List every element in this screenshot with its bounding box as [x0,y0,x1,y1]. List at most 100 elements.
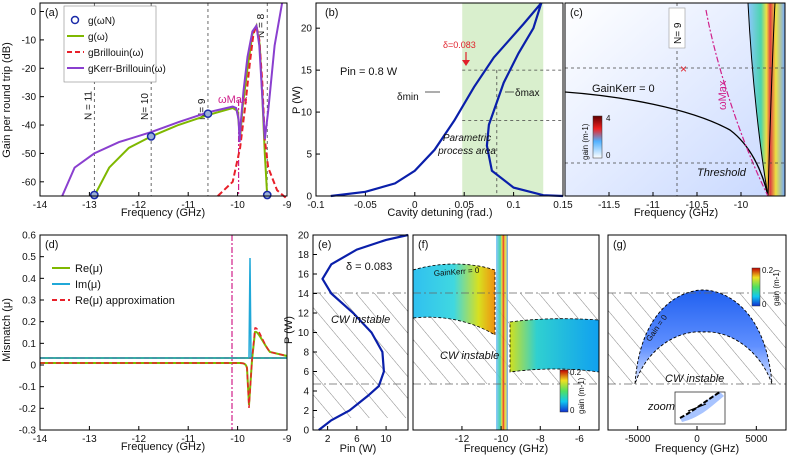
series-line [217,21,288,200]
panel-f-xlabel: Frequency (GHz) [464,443,548,455]
panel-e-delta: δ = 0.083 [346,261,392,273]
panel-b-ticks: -0.1 -0.05 0 0.05 0.1 0.15 0 5 10 15 20 [301,24,573,211]
panel-e-ylabel: P (W) [283,316,295,344]
panel-f: -12 -10 -8 -6 (f) Frequency (GHz) GainKerr … [412,234,600,455]
mode-marker [146,132,156,141]
panel-d-re-mu [40,330,288,406]
panel-e-letter: (e) [318,239,331,251]
panel-e-curve [318,233,409,431]
panel-c-cbar-bottom: 0 [606,151,611,160]
panel-g-cbar-top: 0.2 [762,266,774,275]
panel-f-cbar-top: 0.2 [570,368,582,377]
panel-f-cbar-bottom: 0 [570,406,575,415]
panel-b-ytick-label: 10 [301,108,313,119]
panel-a-ytick-label: -20 [22,64,37,75]
panel-f-resonance-strip [496,235,508,430]
panel-e-ytick-label: 20 [298,231,310,242]
panel-f-region-left [412,263,496,336]
panel-a-ticks: -14 -13 -12 -11 -10 -9 -60 -50 -40 -30 -20 -10 0 [22,7,292,211]
panel-c-boundary-left [747,2,769,197]
mode-label: N = 8 [256,13,267,38]
panel-f-xtick-label: -12 [455,434,470,445]
panel-g-xtick-label: 0 [694,434,700,445]
panel-g-letter: (g) [613,239,626,251]
panel-d-ytick-label: 0.5 [22,252,36,263]
panel-f-xtick-label: -8 [536,434,545,445]
panel-d-xtick-label: -12 [132,434,147,445]
legend-label-g: g(ω) [88,32,108,43]
panel-e-hatch [313,293,408,418]
panel-a-xtick-label: -14 [33,200,48,211]
panel-a-xtick-label: -12 [132,200,147,211]
panel-b-area-label: Parametric process area [438,133,496,157]
panel-e-xlabel: Pin (W) [340,443,377,455]
panel-c-cbar-label: gain (m-1) [581,123,590,160]
panel-b-dmax: δmax [515,88,539,99]
panel-d-frame [39,234,288,431]
panel-g: -5000 0 5000 (g) Frequency (GHz) Gain = 0 … [607,234,787,455]
panel-b-dmin: δmin [397,92,419,103]
panel-c-gain-strip [748,3,785,196]
mode-label: N= 9 [197,98,208,120]
panel-d-ytick-label: 0.1 [22,339,36,350]
panel-d-ytick-label: -0.1 [19,382,37,393]
panel-b-xtick-label: 0.05 [454,200,474,211]
panel-c: × -11.5 -11 -10.5 -10 (c) Frequency (GHz) G… [564,2,786,219]
panel-e-ticks: 2 6 10 0 2 4 6 8 10 12 14 16 18 20 [298,231,392,446]
panel-f-gain-label: GainKerr = 0 [434,266,481,278]
panel-g-colorbar [751,267,761,307]
panel-e-xtick-label: 6 [354,434,360,445]
panel-a-ytick-label: -60 [22,177,37,188]
panel-d-legend: Re(μ) Im(μ) Re(μ) approximation [52,263,175,307]
panel-d-re-approx [40,327,288,409]
panel-c-xtick-label: -10.5 [686,200,709,211]
mode-label: N= 10 [140,93,151,120]
panel-c-wmax-line [705,9,769,197]
panel-d: -14 -13 -12 -11 -10 -9 -0.3 -0.2 -0.1 0 0.1 0.2 0.3 0… [1,231,292,454]
panel-a-markers [89,109,272,200]
panel-g-xtick-label: 5000 [745,434,768,445]
panel-d-ytick-label: 0.3 [22,296,36,307]
mode-marker [203,109,213,119]
panel-g-zoom-region [680,392,724,422]
panel-d-ytick-label: 0 [30,361,36,372]
panel-c-xtick-label: -11 [646,200,660,211]
panel-d-ytick-label: -0.2 [19,404,37,415]
panel-g-zoom-pointer [687,403,707,412]
legend-marker-gN [70,15,80,25]
panel-e-ytick-label: 8 [303,348,309,359]
panel-a-series [61,2,288,200]
panel-e-ytick-label: 16 [298,270,310,281]
panel-b-frame [315,2,564,197]
panel-a-xtick-label: -13 [82,200,97,211]
legend-label-im: Im(μ) [75,279,101,291]
panel-e-xtick-label: 2 [325,434,331,445]
panel-g-ticks: -5000 0 5000 [625,426,768,445]
panel-d-ticks: -14 -13 -12 -11 -10 -9 -0.3 -0.2 -0.1 0 0.1 0.2 0.3 0… [19,231,292,446]
panel-c-threshold: Threshold [697,167,747,179]
legend-label-kerr: gKerr-Brillouin(ω) [88,64,166,75]
panel-c-boundary-right [767,2,776,197]
panel-f-colorbar [559,369,569,413]
panel-f-ticks: -12 -10 -8 -6 [455,426,584,445]
panel-c-gain-zero-curve [564,91,769,197]
panel-b: -0.1 -0.05 0 0.05 0.1 0.15 0 5 10 15 20 (b) Cavity… [291,2,573,219]
panel-c-gain-label: GainKerr = 0 [592,83,655,95]
panel-c-xtick-label: -11.5 [598,200,620,211]
panel-f-xtick-label: -10 [494,434,509,445]
panel-a-xlabel: Frequency (GHz) [121,207,205,219]
panel-d-xtick-label: -11 [181,434,195,445]
panel-d-ytick-label: 0.4 [22,274,36,285]
panel-e-ytick-label: 0 [303,426,309,437]
panel-a-ylabel: Gain per round trip (dB) [1,42,13,158]
panel-d-xtick-label: -14 [33,434,48,445]
panel-d-im-mu [40,257,287,359]
panel-b-ylabel: P (W) [291,86,303,114]
legend-label-re: Re(μ) [75,263,103,275]
panel-e-ytick-label: 10 [298,328,310,339]
panel-c-xtick-label: -10 [734,200,749,211]
panel-f-region-right [509,318,600,373]
panel-d-ytick-label: 0.6 [22,231,36,242]
panel-a-frame [39,2,288,197]
